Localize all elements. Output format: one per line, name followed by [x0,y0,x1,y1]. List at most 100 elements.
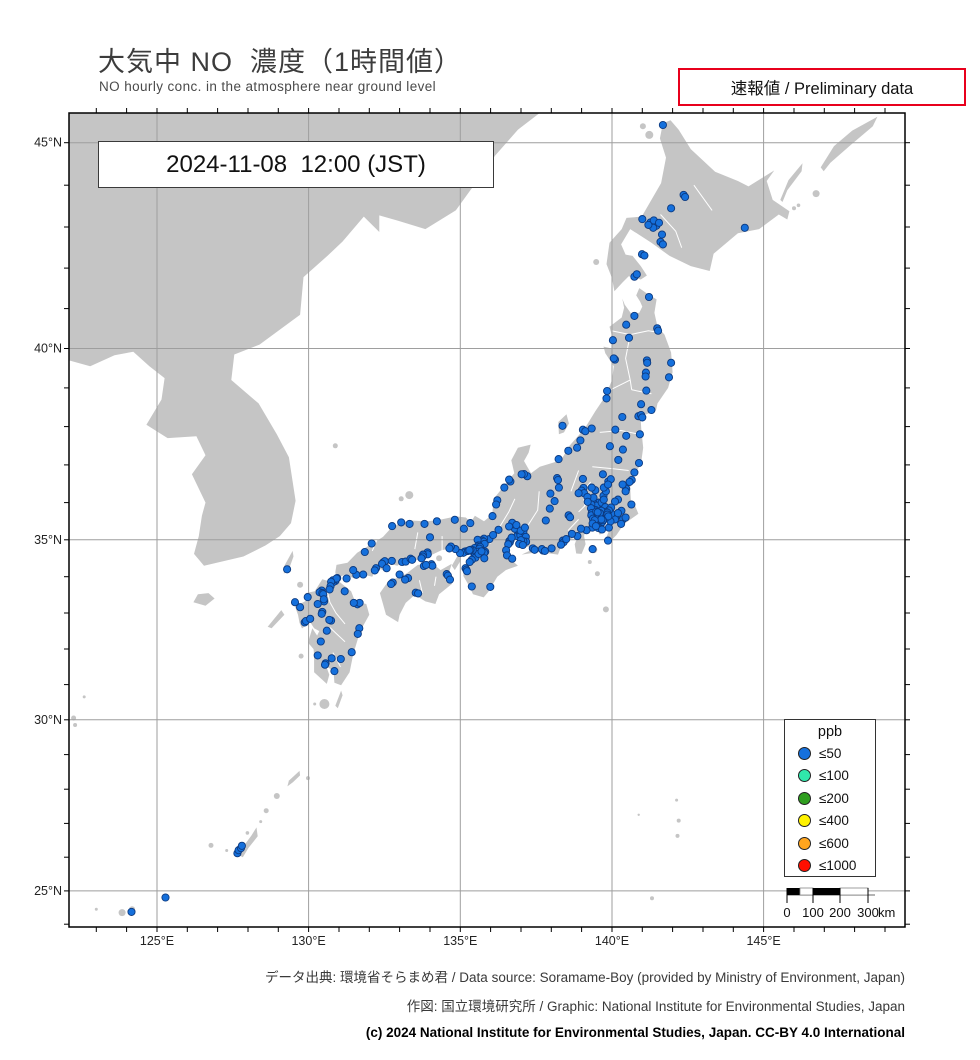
prefecture-border [578,504,587,513]
station-dot [395,570,404,579]
station-dot [414,589,423,598]
station-dot [340,587,349,596]
islet [118,909,126,917]
station-dot [316,637,325,646]
station-dot [349,566,358,575]
prefecture-border [326,589,346,625]
station-dot [462,567,472,576]
station-dot [517,470,526,479]
station-dot [237,841,246,850]
legend-title: ppb [817,724,843,740]
station-dot [627,500,636,509]
legend-item-5: ≤1000 [785,855,875,878]
station-dot [432,517,441,526]
station-dot [654,218,664,227]
islet [225,849,229,852]
station-dot [630,468,639,477]
station-dot [562,535,571,544]
scalebar-label-200: 200 [829,905,851,920]
legend-item-label: ≤600 [819,835,849,851]
station-dot [654,326,663,335]
scalebar-label-0: 0 [783,905,790,920]
scalebar-segment-black [813,888,840,895]
station-dot [622,431,631,440]
station-dot [319,595,328,604]
station-dot [290,598,300,607]
station-dot [625,477,634,486]
station-dot [325,585,334,594]
station-dot [591,522,600,531]
lat-label-30: 30°N [34,713,62,727]
land-tanegashima [335,690,343,709]
station-dot [550,497,559,506]
land-amakusa [308,628,318,650]
islet [273,793,280,799]
islet [436,555,443,562]
station-dot [530,545,539,554]
station-dot [425,533,435,542]
station-dot [480,554,489,563]
lat-label-25: 25°N [34,884,62,898]
page-subtitle: NO hourly conc. in the atmosphere near g… [99,79,437,94]
prefecture-border [418,580,423,594]
islet [71,715,77,721]
station-dot [587,424,596,433]
legend-rows: ≤50 ≤100 ≤200 ≤400 ≤600 ≤1000 [785,742,875,877]
legend: ppb ≤50 ≤100 ≤200 ≤400 ≤600 ≤1000 [784,719,876,877]
station-dot [613,509,623,518]
prefecture-border [660,214,683,248]
station-dot [597,515,606,524]
map-frame [68,112,906,928]
islet [332,443,338,449]
station-dot [618,480,627,489]
land-goto [267,610,285,629]
islet [602,606,609,613]
station-dot [467,582,476,591]
station-dot [632,270,641,279]
station-dot [507,533,516,542]
lon-label-135: 135°E [443,934,477,948]
station-dot [488,512,497,521]
station-dot [486,582,495,591]
station-dot [397,518,406,527]
station-dot [547,544,556,553]
station-dot [644,292,654,302]
station-dot [658,240,667,249]
station-dot [604,512,613,521]
preliminary-badge: 速報値 / Preliminary data [678,68,966,106]
station-dot [574,489,583,498]
footer-copyright: (c) 2024 National Institute for Environm… [365,1025,905,1040]
islet [306,776,310,781]
station-dot [313,599,322,609]
station-dot [624,333,634,342]
station-dot [638,413,647,422]
station-dot [640,251,649,260]
timestamp-box: 2024-11-08 12:00 (JST) [98,141,494,188]
land-continent [69,113,540,566]
station-dot [587,483,596,492]
legend-item-label: ≤100 [819,768,849,784]
station-dot [466,519,475,528]
station-dot [644,220,653,229]
station-dot [634,458,644,468]
station-dot [353,629,362,638]
scalebar-label-100: 100 [802,905,824,920]
station-dot [520,523,529,532]
islet [792,206,796,211]
islet [637,813,640,816]
station-dot [405,519,414,528]
islet [313,702,317,706]
station-dot [313,651,322,660]
land-jeju [193,593,215,606]
islet [245,831,250,835]
prefecture-border [526,491,540,528]
islet [398,496,404,502]
station-dot [327,654,336,663]
station-dot [317,609,326,618]
station-dot [445,544,454,553]
station-dot [296,603,305,612]
islet [82,695,86,699]
station-dot [617,519,626,528]
station-dot [567,529,576,538]
